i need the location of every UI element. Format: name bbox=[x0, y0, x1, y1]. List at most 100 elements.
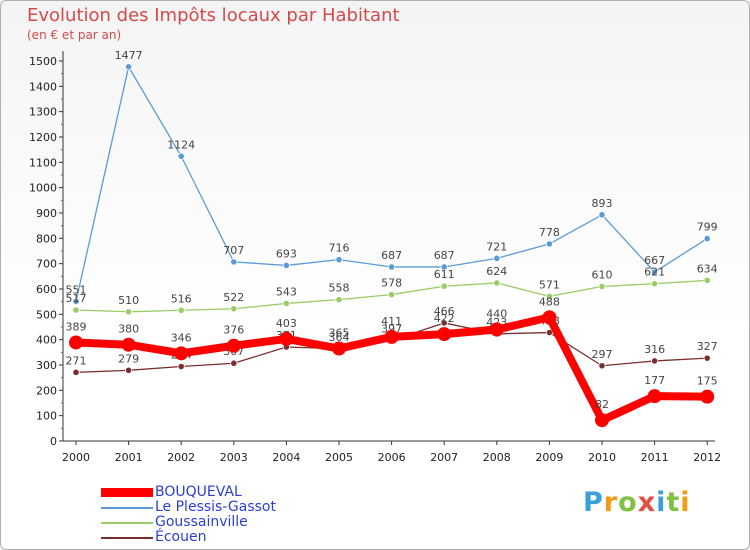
series-point[interactable] bbox=[493, 279, 501, 287]
data-label: 610 bbox=[592, 268, 613, 281]
series-point[interactable] bbox=[121, 337, 136, 352]
data-label: 716 bbox=[329, 242, 350, 255]
series-point[interactable] bbox=[226, 338, 241, 353]
series-point[interactable] bbox=[545, 292, 554, 300]
x-tick-label: 2010 bbox=[588, 451, 616, 464]
series-point[interactable] bbox=[598, 282, 606, 291]
series-point[interactable] bbox=[282, 299, 290, 308]
y-tick-label: 800 bbox=[36, 232, 57, 245]
y-tick-label: 0 bbox=[50, 435, 57, 448]
series-point[interactable] bbox=[650, 280, 659, 288]
data-label: 578 bbox=[381, 277, 402, 290]
data-label: 687 bbox=[381, 249, 402, 262]
data-label: 488 bbox=[539, 295, 560, 308]
series-point[interactable] bbox=[493, 254, 501, 262]
data-label: 389 bbox=[66, 320, 87, 333]
series-point[interactable] bbox=[387, 290, 396, 299]
data-label: 558 bbox=[329, 282, 350, 295]
series-point[interactable] bbox=[332, 341, 346, 356]
logo-letter: i bbox=[656, 487, 667, 518]
logo-letter: x bbox=[637, 487, 657, 518]
y-tick-label: 1000 bbox=[29, 182, 57, 195]
data-label: 376 bbox=[223, 324, 244, 337]
series-point[interactable] bbox=[598, 362, 606, 370]
series-point[interactable] bbox=[703, 276, 711, 284]
series-point[interactable] bbox=[335, 296, 343, 304]
x-tick-label: 2012 bbox=[693, 451, 721, 464]
series-point[interactable] bbox=[279, 331, 294, 346]
data-label: 279 bbox=[118, 352, 139, 365]
series-point[interactable] bbox=[440, 319, 448, 327]
x-tick-label: 2001 bbox=[115, 451, 143, 464]
data-label: 397 bbox=[381, 322, 402, 335]
series-point[interactable] bbox=[703, 234, 711, 243]
legend-label: BOUQUEVAL bbox=[155, 484, 242, 500]
data-label: 707 bbox=[223, 244, 244, 257]
series-point[interactable] bbox=[440, 282, 448, 290]
series-point[interactable] bbox=[125, 366, 133, 374]
series-point[interactable] bbox=[650, 357, 659, 365]
series-point[interactable] bbox=[387, 263, 396, 271]
series-point[interactable] bbox=[282, 261, 290, 270]
legend-swatch bbox=[101, 537, 153, 539]
series-point[interactable] bbox=[650, 268, 659, 276]
data-label: 624 bbox=[486, 265, 507, 278]
data-label: 778 bbox=[539, 226, 560, 239]
data-label: 522 bbox=[223, 291, 244, 304]
series-point[interactable] bbox=[125, 308, 133, 316]
series-point[interactable] bbox=[440, 263, 448, 271]
legend-swatch bbox=[101, 507, 153, 509]
series-point[interactable] bbox=[174, 346, 189, 361]
y-tick-label: 600 bbox=[36, 283, 57, 296]
y-tick-label: 1200 bbox=[29, 131, 57, 144]
data-label: 543 bbox=[276, 285, 297, 298]
series-point[interactable] bbox=[72, 368, 80, 376]
data-label: 177 bbox=[644, 374, 665, 387]
series-point[interactable] bbox=[177, 306, 185, 314]
legend-swatch bbox=[101, 488, 153, 497]
data-label: 365 bbox=[329, 327, 350, 340]
y-tick-label: 200 bbox=[36, 384, 57, 397]
y-tick-label: 1500 bbox=[29, 55, 57, 68]
series-point[interactable] bbox=[489, 322, 504, 337]
x-tick-label: 2006 bbox=[378, 451, 406, 464]
series-point[interactable] bbox=[647, 389, 662, 404]
series-point[interactable] bbox=[177, 362, 185, 371]
data-label: 466 bbox=[434, 305, 455, 318]
chart-subtitle: (en € et par an) bbox=[27, 28, 122, 42]
series-point[interactable] bbox=[595, 413, 609, 428]
x-tick-label: 2007 bbox=[430, 451, 458, 464]
legend-label: Goussainville bbox=[155, 514, 248, 530]
series-point[interactable] bbox=[230, 359, 238, 367]
data-label: 799 bbox=[697, 221, 718, 234]
series-point[interactable] bbox=[545, 328, 554, 337]
series-point[interactable] bbox=[545, 240, 554, 248]
series-point[interactable] bbox=[542, 310, 557, 325]
series-point[interactable] bbox=[230, 258, 238, 266]
series-point[interactable] bbox=[703, 354, 711, 362]
series-point[interactable] bbox=[69, 335, 83, 350]
data-label: 721 bbox=[486, 240, 507, 253]
data-label: 1124 bbox=[167, 138, 195, 151]
series-point[interactable] bbox=[177, 152, 185, 160]
series-point[interactable] bbox=[125, 63, 133, 71]
data-label: 440 bbox=[486, 308, 507, 321]
series-point[interactable] bbox=[384, 329, 399, 344]
series-point[interactable] bbox=[230, 305, 238, 313]
y-tick-label: 1300 bbox=[29, 106, 57, 119]
series-point[interactable] bbox=[72, 297, 80, 306]
data-label: 327 bbox=[697, 340, 718, 353]
x-tick-label: 2000 bbox=[62, 451, 90, 464]
series-point[interactable] bbox=[72, 306, 80, 314]
data-label: 667 bbox=[644, 254, 665, 267]
series-point[interactable] bbox=[700, 389, 715, 404]
data-label: 551 bbox=[66, 283, 87, 296]
y-tick-label: 100 bbox=[36, 410, 57, 423]
data-label: 510 bbox=[118, 294, 139, 307]
series-point[interactable] bbox=[598, 211, 606, 219]
series-point[interactable] bbox=[335, 256, 343, 264]
data-label: 893 bbox=[592, 197, 613, 210]
series-point[interactable] bbox=[437, 327, 452, 342]
data-label: 297 bbox=[592, 348, 613, 361]
